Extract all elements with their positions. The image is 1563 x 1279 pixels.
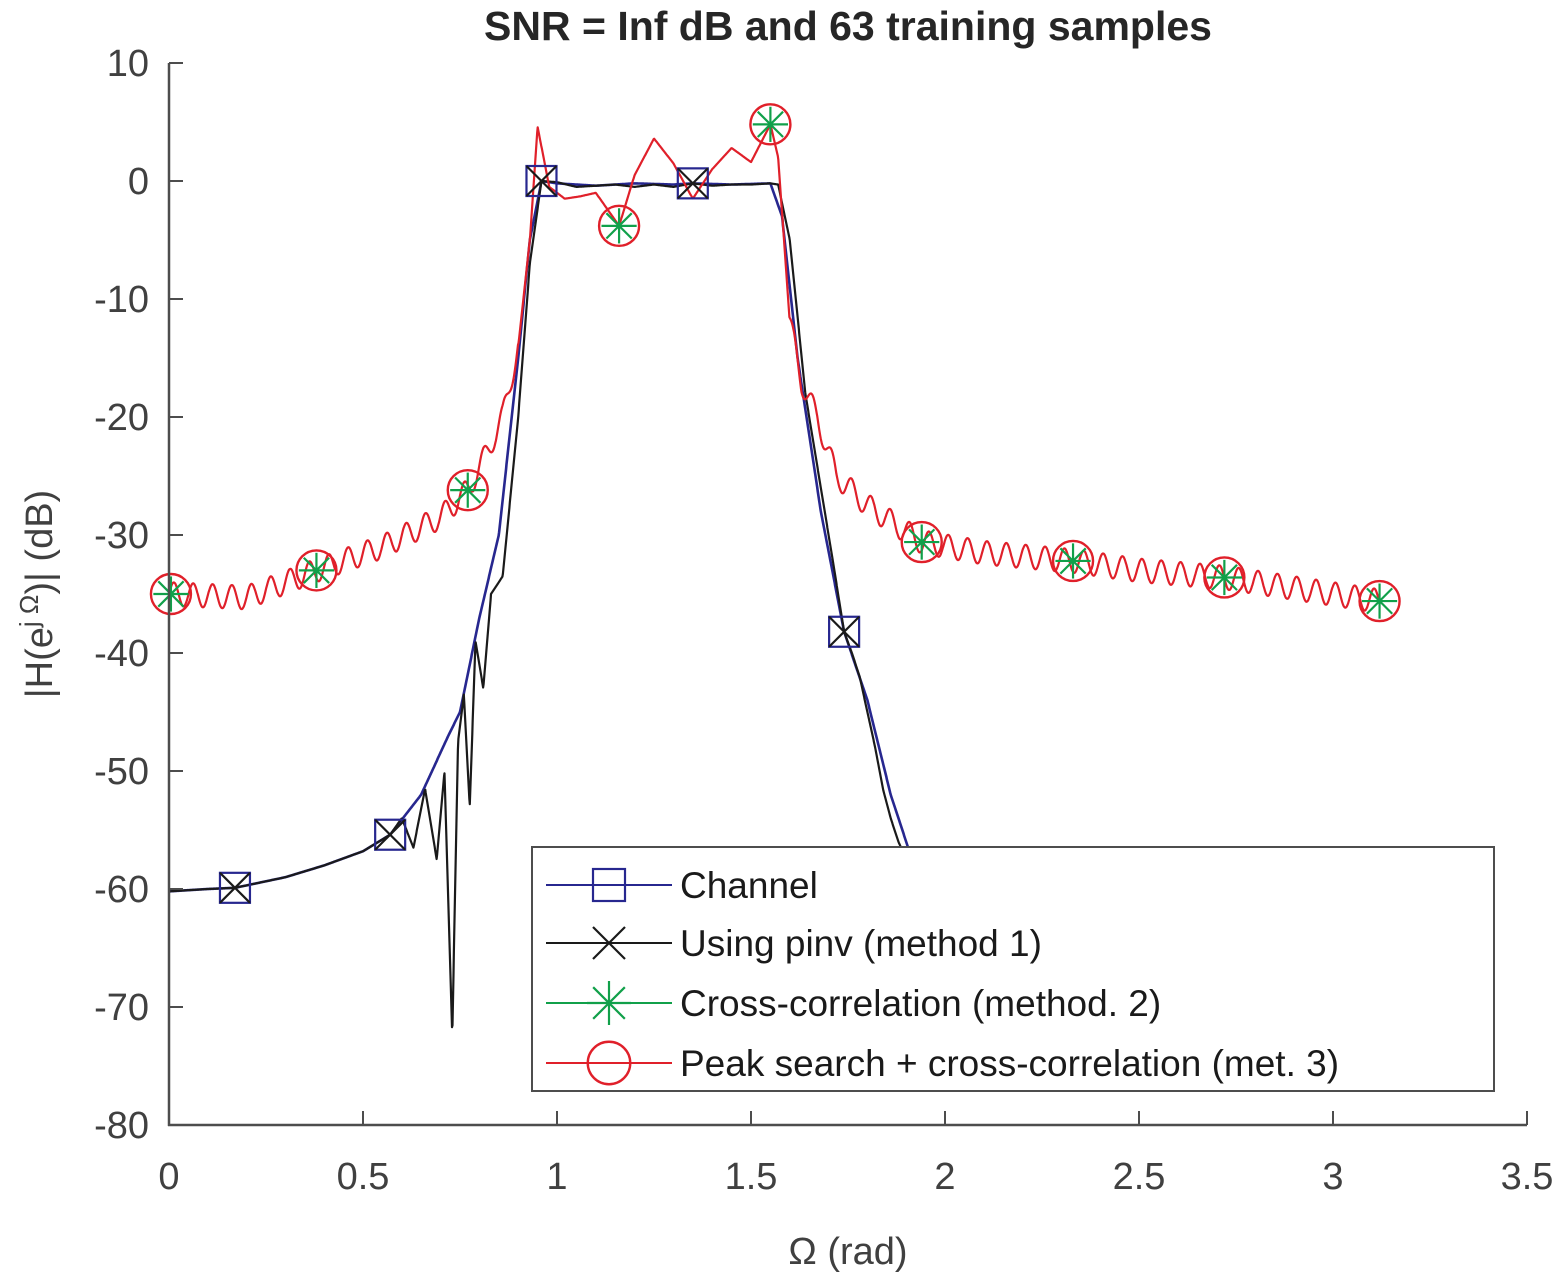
chart-title: SNR = Inf dB and 63 training samples — [484, 3, 1212, 49]
legend-label: Using pinv (method 1) — [680, 923, 1042, 964]
x-tick-label: 0.5 — [337, 1156, 390, 1198]
series-line-2 — [169, 179, 962, 1029]
marker-asterisk-3 — [904, 524, 940, 560]
marker-circle-4 — [295, 549, 338, 592]
marker-asterisk-3 — [298, 552, 335, 588]
legend-entry: Channel — [546, 865, 818, 906]
x-ticks: 0 0.5 1 1.5 2 2.5 3 3.5 — [158, 1111, 1553, 1198]
legend-label: Cross-correlation (method. 2) — [680, 983, 1161, 1024]
legend-marker-asterisk — [587, 981, 631, 1025]
y-tick-label: -40 — [94, 633, 149, 675]
marker-asterisk-3 — [752, 106, 788, 142]
legend-label: Peak search + cross-correlation (met. 3) — [680, 1043, 1339, 1084]
legend-entries: Channel Using pinv (method 1) Cross-correl… — [546, 865, 1339, 1086]
y-ticks: 10 0 -10 -20 -30 -40 -50 -60 -70 -80 — [94, 43, 183, 1147]
marker-x-2 — [374, 818, 406, 851]
y-axis-label-main: |H(e — [19, 627, 61, 698]
marker-asterisk-3 — [1361, 583, 1398, 619]
y-tick-label: 0 — [128, 161, 149, 203]
series-markers — [149, 103, 1401, 904]
y-axis-label-superscript: j Ω — [14, 595, 44, 628]
x-tick-label: 2.5 — [1113, 1156, 1166, 1198]
y-tick-label: -70 — [94, 987, 149, 1029]
marker-square-1 — [374, 818, 407, 851]
marker-square-1 — [525, 164, 558, 198]
axes: 10 0 -10 -20 -30 -40 -50 -60 -70 -80 0 0.5 1 1.5 2 2.5… — [94, 43, 1553, 1198]
x-tick-label: 3 — [1322, 1156, 1343, 1198]
series-line-1 — [169, 179, 966, 914]
marker-asterisk-3 — [601, 208, 637, 244]
marker-circle-4 — [1203, 556, 1246, 599]
x-tick-label: 0 — [158, 1156, 179, 1198]
marker-x-2 — [828, 615, 860, 648]
y-tick-label: -50 — [94, 751, 149, 793]
marker-circle-4 — [149, 572, 193, 616]
y-tick-label: -60 — [94, 869, 149, 911]
legend: Channel Using pinv (method 1) Cross-correl… — [531, 846, 1495, 1092]
plot-area — [149, 103, 1401, 1029]
y-axis-label: |H(ej Ω)| (dB) — [14, 490, 61, 698]
y-axis-label-suffix: )| (dB) — [19, 490, 61, 595]
marker-circle-4 — [1358, 579, 1401, 623]
marker-square-1 — [828, 615, 861, 648]
x-tick-label: 2 — [934, 1156, 955, 1198]
y-tick-label: -80 — [94, 1105, 149, 1147]
x-tick-label: 1 — [546, 1156, 567, 1198]
marker-asterisk-3 — [450, 472, 486, 508]
legend-marker-circle — [586, 1040, 632, 1086]
legend-box — [531, 846, 1495, 1092]
marker-asterisk-3 — [153, 576, 189, 612]
marker-circle-4 — [597, 204, 641, 248]
marker-circle-4 — [749, 103, 792, 146]
legend-entry: Peak search + cross-correlation (met. 3) — [546, 1040, 1339, 1086]
marker-circle-4 — [900, 520, 943, 564]
y-tick-label: -10 — [94, 279, 149, 321]
x-axis-label: Ω (rad) — [788, 1231, 907, 1273]
marker-circle-4 — [446, 468, 489, 512]
series-lines — [169, 123, 1381, 1029]
legend-label: Channel — [680, 865, 818, 906]
x-tick-label: 3.5 — [1501, 1156, 1554, 1198]
marker-asterisk-3 — [1206, 559, 1242, 596]
marker-x-2 — [677, 167, 709, 200]
marker-x-2 — [525, 165, 558, 197]
marker-x-2 — [219, 872, 251, 904]
legend-entry: Cross-correlation (method. 2) — [546, 981, 1161, 1025]
marker-square-1 — [218, 871, 252, 904]
marker-circle-4 — [1051, 539, 1095, 583]
legend-entry: Using pinv (method 1) — [546, 923, 1042, 964]
legend-marker-square — [591, 867, 627, 903]
y-tick-label: -20 — [94, 397, 149, 439]
legend-marker-x — [592, 926, 626, 960]
marker-asterisk-3 — [1055, 543, 1091, 579]
y-tick-label: 10 — [107, 43, 149, 85]
x-tick-label: 1.5 — [725, 1156, 778, 1198]
y-tick-label: -30 — [94, 515, 149, 557]
marker-square-1 — [676, 167, 709, 200]
series-line-4 — [169, 123, 1381, 612]
